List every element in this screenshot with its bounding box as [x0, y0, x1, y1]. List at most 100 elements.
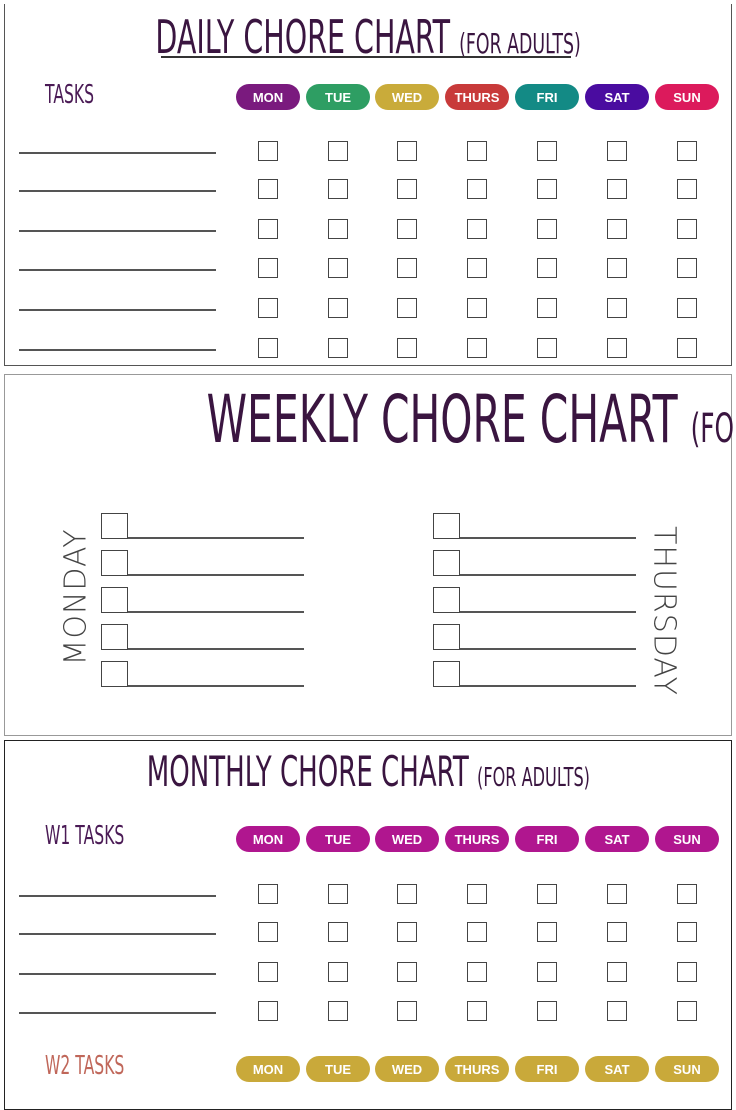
task-checkbox[interactable] — [258, 141, 278, 161]
task-checkbox[interactable] — [397, 258, 417, 278]
task-checkbox[interactable] — [433, 587, 460, 613]
task-line[interactable] — [19, 349, 216, 351]
task-checkbox[interactable] — [258, 338, 278, 358]
task-checkbox[interactable] — [677, 179, 697, 199]
task-line[interactable] — [460, 611, 636, 613]
task-checkbox[interactable] — [537, 219, 557, 239]
task-checkbox[interactable] — [537, 922, 557, 942]
task-checkbox[interactable] — [397, 338, 417, 358]
task-checkbox[interactable] — [537, 298, 557, 318]
task-checkbox[interactable] — [677, 338, 697, 358]
task-checkbox[interactable] — [607, 298, 627, 318]
task-checkbox[interactable] — [328, 338, 348, 358]
task-checkbox[interactable] — [537, 179, 557, 199]
task-checkbox[interactable] — [397, 1001, 417, 1021]
task-line[interactable] — [460, 685, 636, 687]
task-line[interactable] — [128, 648, 304, 650]
task-checkbox[interactable] — [537, 1001, 557, 1021]
task-checkbox[interactable] — [258, 962, 278, 982]
task-checkbox[interactable] — [607, 179, 627, 199]
task-checkbox[interactable] — [537, 962, 557, 982]
task-checkbox[interactable] — [677, 884, 697, 904]
task-checkbox[interactable] — [677, 298, 697, 318]
task-checkbox[interactable] — [101, 550, 128, 576]
task-checkbox[interactable] — [258, 179, 278, 199]
task-line[interactable] — [460, 537, 636, 539]
task-checkbox[interactable] — [328, 962, 348, 982]
task-checkbox[interactable] — [467, 962, 487, 982]
task-checkbox[interactable] — [328, 141, 348, 161]
task-checkbox[interactable] — [467, 922, 487, 942]
task-checkbox[interactable] — [397, 179, 417, 199]
task-checkbox[interactable] — [467, 179, 487, 199]
task-checkbox[interactable] — [467, 219, 487, 239]
task-checkbox[interactable] — [258, 298, 278, 318]
task-line[interactable] — [19, 973, 216, 975]
task-checkbox[interactable] — [467, 298, 487, 318]
task-checkbox[interactable] — [607, 922, 627, 942]
task-checkbox[interactable] — [101, 587, 128, 613]
task-checkbox[interactable] — [537, 141, 557, 161]
task-checkbox[interactable] — [607, 258, 627, 278]
task-line[interactable] — [460, 574, 636, 576]
task-checkbox[interactable] — [677, 1001, 697, 1021]
task-line[interactable] — [19, 230, 216, 232]
task-line[interactable] — [19, 190, 216, 192]
task-line[interactable] — [19, 933, 216, 935]
task-checkbox[interactable] — [607, 141, 627, 161]
task-checkbox[interactable] — [258, 219, 278, 239]
task-line[interactable] — [460, 648, 636, 650]
task-checkbox[interactable] — [397, 298, 417, 318]
task-checkbox[interactable] — [328, 219, 348, 239]
task-line[interactable] — [128, 685, 304, 687]
task-checkbox[interactable] — [467, 141, 487, 161]
task-checkbox[interactable] — [677, 922, 697, 942]
task-checkbox[interactable] — [607, 962, 627, 982]
task-checkbox[interactable] — [467, 884, 487, 904]
task-checkbox[interactable] — [607, 884, 627, 904]
task-checkbox[interactable] — [433, 550, 460, 576]
task-checkbox[interactable] — [677, 141, 697, 161]
task-checkbox[interactable] — [258, 1001, 278, 1021]
task-checkbox[interactable] — [397, 884, 417, 904]
task-checkbox[interactable] — [397, 962, 417, 982]
task-checkbox[interactable] — [607, 1001, 627, 1021]
task-checkbox[interactable] — [328, 298, 348, 318]
task-checkbox[interactable] — [258, 258, 278, 278]
task-checkbox[interactable] — [607, 219, 627, 239]
task-checkbox[interactable] — [397, 922, 417, 942]
task-line[interactable] — [19, 269, 216, 271]
task-checkbox[interactable] — [433, 624, 460, 650]
task-checkbox[interactable] — [467, 1001, 487, 1021]
task-checkbox[interactable] — [258, 884, 278, 904]
task-checkbox[interactable] — [258, 922, 278, 942]
task-checkbox[interactable] — [677, 962, 697, 982]
task-checkbox[interactable] — [467, 258, 487, 278]
task-checkbox[interactable] — [433, 513, 460, 539]
task-checkbox[interactable] — [101, 513, 128, 539]
task-checkbox[interactable] — [328, 1001, 348, 1021]
task-line[interactable] — [128, 537, 304, 539]
task-line[interactable] — [128, 611, 304, 613]
task-line[interactable] — [19, 1012, 216, 1014]
task-line[interactable] — [19, 895, 216, 897]
task-checkbox[interactable] — [607, 338, 627, 358]
task-line[interactable] — [128, 574, 304, 576]
task-checkbox[interactable] — [328, 258, 348, 278]
task-checkbox[interactable] — [677, 219, 697, 239]
task-checkbox[interactable] — [328, 179, 348, 199]
task-checkbox[interactable] — [537, 338, 557, 358]
task-checkbox[interactable] — [397, 141, 417, 161]
task-checkbox[interactable] — [101, 624, 128, 650]
task-checkbox[interactable] — [433, 661, 460, 687]
task-checkbox[interactable] — [537, 884, 557, 904]
task-checkbox[interactable] — [397, 219, 417, 239]
task-line[interactable] — [19, 152, 216, 154]
task-line[interactable] — [19, 309, 216, 311]
task-checkbox[interactable] — [328, 922, 348, 942]
task-checkbox[interactable] — [537, 258, 557, 278]
task-checkbox[interactable] — [328, 884, 348, 904]
task-checkbox[interactable] — [677, 258, 697, 278]
task-checkbox[interactable] — [101, 661, 128, 687]
task-checkbox[interactable] — [467, 338, 487, 358]
